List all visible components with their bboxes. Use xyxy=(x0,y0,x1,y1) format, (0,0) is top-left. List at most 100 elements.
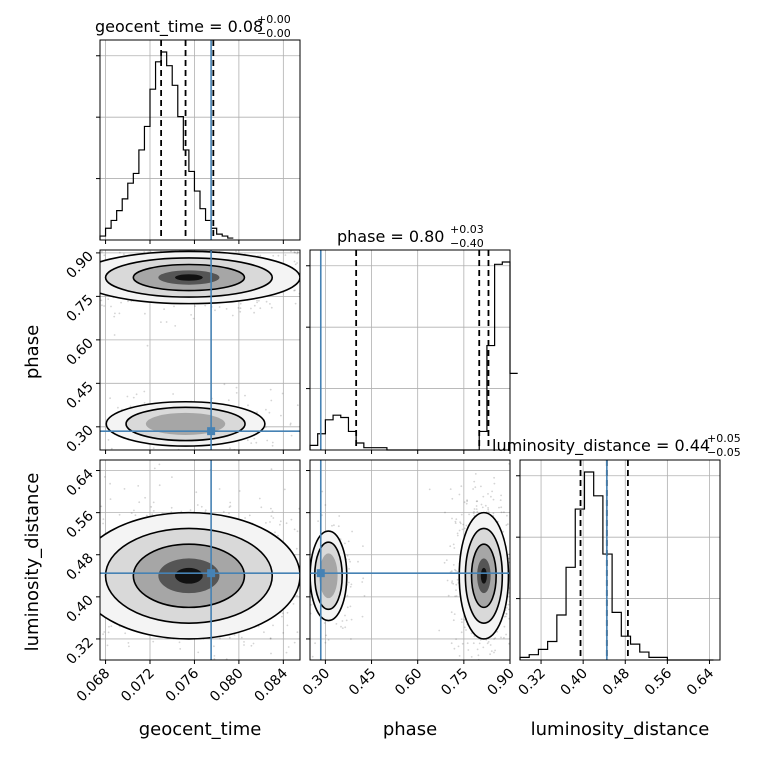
sample-point xyxy=(110,305,112,308)
sample-point xyxy=(218,488,221,490)
sample-point xyxy=(246,439,249,442)
sample-point xyxy=(325,634,328,637)
sample-point xyxy=(263,631,265,634)
sample-point xyxy=(451,497,454,500)
sample-point xyxy=(123,488,126,490)
sample-point xyxy=(305,536,307,538)
sample-point xyxy=(92,634,94,636)
sample-point xyxy=(55,601,57,603)
sample-point xyxy=(178,247,180,249)
sample-point xyxy=(142,234,144,236)
sample-point xyxy=(107,631,110,634)
sample-point xyxy=(53,640,55,642)
x-tick-label: 0.75 xyxy=(438,666,471,699)
sample-point xyxy=(192,317,195,320)
panel-content xyxy=(0,455,386,682)
sample-point xyxy=(248,514,251,517)
sample-point xyxy=(296,631,299,634)
sample-point xyxy=(476,648,479,651)
sample-point xyxy=(156,221,158,223)
sample-point xyxy=(316,271,318,273)
sample-point xyxy=(61,527,63,529)
sample-point xyxy=(499,499,502,501)
sample-point xyxy=(452,564,455,566)
sample-point xyxy=(0,553,1,555)
sample-point xyxy=(270,468,273,471)
sample-point xyxy=(87,414,89,416)
sample-point xyxy=(252,642,255,645)
panel-border xyxy=(309,249,511,451)
sample-point xyxy=(449,488,452,490)
sample-point xyxy=(161,242,163,244)
sample-point xyxy=(277,534,279,537)
sample-point xyxy=(385,310,387,312)
sample-point xyxy=(19,576,21,578)
sample-point xyxy=(458,493,461,496)
sample-point xyxy=(59,577,61,579)
sample-point xyxy=(303,559,305,561)
sample-point xyxy=(279,520,282,523)
sample-point xyxy=(209,680,211,682)
sample-point xyxy=(348,581,350,584)
sample-point xyxy=(289,422,292,425)
xlabel-geocent-time: geocent_time xyxy=(139,719,262,740)
sample-point xyxy=(514,547,516,549)
sample-point xyxy=(384,605,386,607)
sample-point xyxy=(446,579,449,582)
sample-point xyxy=(107,439,110,441)
sample-point xyxy=(85,630,87,632)
sample-point xyxy=(281,615,283,618)
sample-point xyxy=(500,494,502,497)
sample-point xyxy=(307,573,309,575)
sample-point xyxy=(292,603,295,605)
sample-point xyxy=(511,574,513,576)
sample-point xyxy=(269,244,271,246)
sample-point xyxy=(250,455,252,457)
sample-point xyxy=(106,644,109,647)
sample-point xyxy=(240,636,243,639)
sample-point xyxy=(113,315,116,318)
sample-point xyxy=(218,306,221,308)
sample-point xyxy=(513,592,515,594)
sample-point xyxy=(103,254,106,257)
sample-point xyxy=(228,512,230,515)
sample-point xyxy=(12,613,14,615)
truth-marker xyxy=(207,427,216,436)
sample-point xyxy=(515,590,517,592)
sample-point xyxy=(461,621,463,623)
sample-point xyxy=(453,613,456,615)
sample-point xyxy=(523,600,525,602)
sample-point xyxy=(48,421,50,423)
sample-point xyxy=(250,454,252,456)
sample-point xyxy=(127,300,129,303)
sample-point xyxy=(472,488,474,490)
sample-point xyxy=(97,286,99,288)
sample-point xyxy=(510,573,512,575)
sample-point xyxy=(135,393,138,396)
sample-point xyxy=(290,250,292,253)
sample-point xyxy=(346,606,349,609)
sample-point xyxy=(308,500,310,502)
sample-point xyxy=(350,593,352,595)
sample-point xyxy=(15,585,17,587)
sample-point xyxy=(190,314,193,316)
title-phase: phase = 0.80 +0.03 −0.40 xyxy=(337,223,484,250)
sample-point xyxy=(243,644,245,646)
sample-point xyxy=(305,262,307,264)
sample-point xyxy=(120,301,122,304)
sample-point xyxy=(474,473,477,475)
x-tick-label: 0.072 xyxy=(118,666,158,706)
sample-point xyxy=(500,506,503,509)
sample-point xyxy=(510,553,512,555)
sample-point xyxy=(457,645,460,648)
sample-point xyxy=(311,278,313,280)
sample-point xyxy=(321,490,324,493)
sample-point xyxy=(152,510,155,512)
sample-point xyxy=(528,592,530,594)
sample-point xyxy=(170,506,173,509)
sample-point xyxy=(336,247,338,249)
sample-point xyxy=(213,645,215,648)
sample-point xyxy=(346,554,349,557)
sample-point xyxy=(456,578,459,581)
sample-point xyxy=(92,272,94,274)
